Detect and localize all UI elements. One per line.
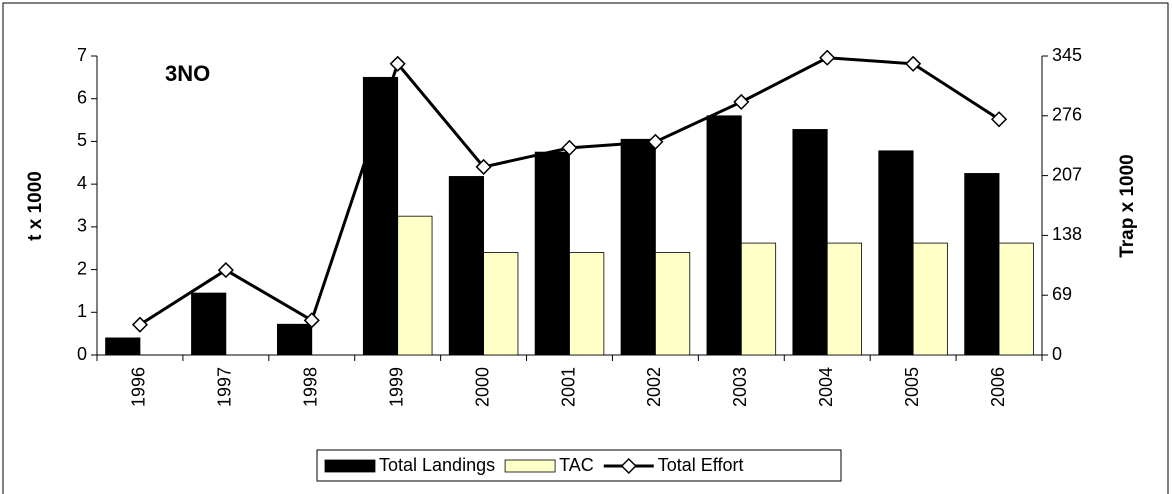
bar xyxy=(277,323,313,356)
line-marker xyxy=(475,158,492,175)
bar xyxy=(826,242,862,356)
legend-marker xyxy=(620,457,637,475)
y-axis-label: t x 1000 xyxy=(25,171,46,241)
x-tick-label: 2001 xyxy=(558,367,578,407)
y-tick-label: 3 xyxy=(77,216,87,236)
bar xyxy=(878,150,914,356)
line-marker xyxy=(733,93,750,110)
y-tick-label: 7 xyxy=(77,45,87,65)
bar xyxy=(620,138,656,356)
line-marker xyxy=(647,133,664,150)
x-tick-label: 2005 xyxy=(902,367,922,407)
y-tick-label: 0 xyxy=(77,344,87,364)
legend-swatch xyxy=(324,459,376,473)
line-marker xyxy=(561,139,578,156)
x-tick-label: 2002 xyxy=(644,367,664,407)
y-tick-label: 2 xyxy=(77,258,87,278)
line-marker xyxy=(217,262,234,279)
y2-tick-label: 138 xyxy=(1052,224,1082,244)
bar xyxy=(397,215,433,356)
legend-label: Total Effort xyxy=(658,455,744,475)
x-tick-label: 1997 xyxy=(215,367,235,407)
bar xyxy=(706,115,742,356)
x-tick-label: 2003 xyxy=(730,367,750,407)
legend-label: Total Landings xyxy=(379,455,495,475)
line-marker xyxy=(990,111,1008,128)
legend-swatch xyxy=(504,459,556,473)
line-marker xyxy=(303,312,320,329)
y-tick-label: 6 xyxy=(77,87,87,107)
x-tick-label: 2006 xyxy=(988,367,1008,407)
bar xyxy=(912,242,948,356)
x-tick-label: 1999 xyxy=(386,367,406,407)
annotation: 3NO xyxy=(165,61,210,86)
y2-tick-label: 207 xyxy=(1052,164,1082,184)
line-marker xyxy=(819,49,836,66)
y2-tick-label: 69 xyxy=(1052,284,1072,304)
bar xyxy=(483,252,519,356)
y-tick-label: 4 xyxy=(77,173,87,193)
bar xyxy=(105,337,141,356)
bar xyxy=(655,252,691,356)
bar xyxy=(998,242,1034,356)
bar xyxy=(964,173,1000,356)
x-tick-label: 1996 xyxy=(129,367,149,407)
y-tick-label: 1 xyxy=(77,301,87,321)
line-marker xyxy=(905,55,922,72)
legend-box xyxy=(316,449,842,482)
bar xyxy=(792,129,828,356)
x-tick-label: 1998 xyxy=(301,367,321,407)
legend-label: TAC xyxy=(559,455,594,475)
bar xyxy=(534,151,570,356)
y-tick-label: 5 xyxy=(77,130,87,150)
bar xyxy=(740,242,777,356)
y2-tick-label: 0 xyxy=(1052,344,1062,364)
line-marker xyxy=(131,316,149,333)
x-tick-label: 2000 xyxy=(472,367,492,407)
y2-axis-label: Trap x 1000 xyxy=(1117,154,1138,258)
bar xyxy=(191,292,227,356)
x-tick-label: 2004 xyxy=(816,367,836,407)
y2-tick-label: 345 xyxy=(1052,45,1082,65)
bar xyxy=(448,176,484,356)
line-marker xyxy=(389,55,406,72)
bar xyxy=(569,252,605,356)
y2-tick-label: 276 xyxy=(1052,105,1082,125)
